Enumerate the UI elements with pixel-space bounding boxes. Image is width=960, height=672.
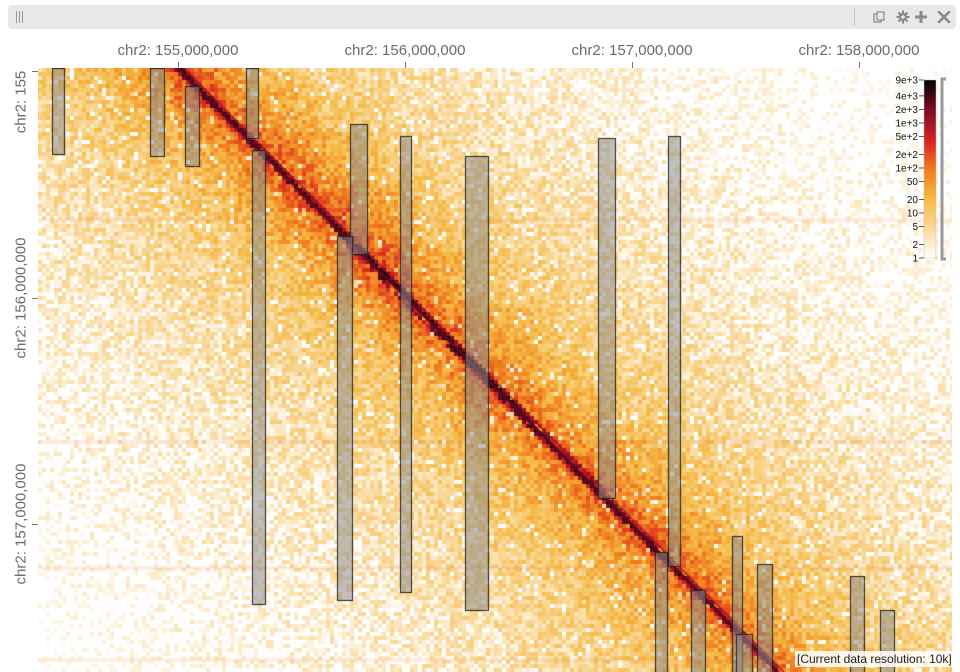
y-axis-tick bbox=[32, 524, 38, 525]
x-axis-label: chr2: 158,000,000 bbox=[798, 42, 920, 59]
colorbar-tick-label: 2 bbox=[912, 240, 918, 251]
x-axis-tick bbox=[632, 62, 633, 68]
add-track-button[interactable] bbox=[911, 7, 931, 27]
resolution-status: [Current data resolution: 10k] bbox=[795, 651, 954, 667]
colorbar-range-slider[interactable] bbox=[940, 77, 946, 261]
colorbar-tick-label: 50 bbox=[907, 177, 919, 188]
colorbar-tick-label: 5e+2 bbox=[895, 132, 918, 143]
colorbar-tick-label: 1 bbox=[912, 254, 918, 265]
colorbar-tick-label: 20 bbox=[907, 195, 919, 206]
colorbar-tick-label: 1e+2 bbox=[895, 163, 918, 174]
settings-button[interactable] bbox=[893, 7, 913, 27]
y-axis-label: chr2: 157,000,000 bbox=[12, 463, 30, 585]
toolbar-divider bbox=[854, 8, 855, 26]
plus-icon bbox=[915, 11, 927, 23]
top-axis: chr2: 155,000,000 chr2: 156,000,000 chr2… bbox=[0, 40, 960, 68]
left-axis: chr2: 155 chr2: 156,000,000 chr2: 157,00… bbox=[0, 68, 38, 672]
y-axis-label: chr2: 156,000,000 bbox=[12, 237, 30, 359]
contact-matrix-heatmap[interactable] bbox=[38, 68, 952, 672]
colorbar-tick-label: 4e+3 bbox=[895, 91, 918, 102]
gear-icon bbox=[896, 10, 910, 24]
colorbar-gradient bbox=[923, 79, 937, 259]
x-axis-tick bbox=[178, 62, 179, 68]
close-button[interactable] bbox=[934, 7, 954, 27]
y-axis-label: chr2: 155 bbox=[12, 70, 30, 134]
y-axis-tick bbox=[32, 71, 38, 72]
x-axis-tick bbox=[859, 62, 860, 68]
colorbar-tick-label: 2e+2 bbox=[895, 150, 918, 161]
copy-button[interactable] bbox=[869, 7, 889, 27]
copy-icon bbox=[873, 11, 885, 23]
colorbar-tick-label: 10 bbox=[907, 208, 919, 219]
colorbar-legend: 9e+3 4e+3 2e+3 1e+3 5e+2 2e+2 1e+2 50 20 10 5 2 1 bbox=[895, 76, 946, 265]
drag-handle-icon[interactable] bbox=[16, 11, 24, 23]
view-header-bar bbox=[8, 5, 956, 29]
colorbar-tick-label: 2e+3 bbox=[895, 105, 918, 116]
colorbar-tick-label: 9e+3 bbox=[895, 76, 918, 87]
x-axis-label: chr2: 156,000,000 bbox=[344, 42, 466, 59]
colorbar-tick-label: 1e+3 bbox=[895, 118, 918, 129]
y-axis-tick bbox=[32, 298, 38, 299]
close-icon bbox=[937, 10, 951, 24]
x-axis-label: chr2: 155,000,000 bbox=[117, 42, 239, 59]
x-axis-label: chr2: 157,000,000 bbox=[571, 42, 693, 59]
x-axis-tick bbox=[405, 62, 406, 68]
colorbar-tick-label: 5 bbox=[912, 222, 918, 233]
